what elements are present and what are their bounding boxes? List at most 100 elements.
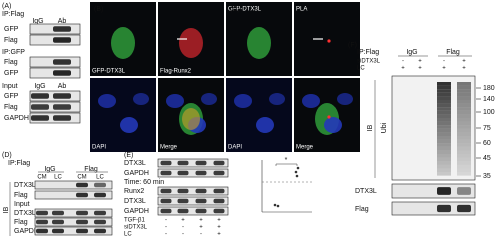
smear (457, 157, 471, 162)
smear (457, 114, 471, 118)
band (177, 188, 189, 194)
micrograph (226, 78, 292, 152)
channel-label: GFP-DTX3L (92, 69, 126, 75)
band (76, 192, 88, 198)
label: IgG (406, 49, 417, 56)
band (213, 160, 225, 166)
band (177, 170, 189, 176)
band (94, 192, 106, 198)
label: IP:Flag (8, 160, 30, 167)
marker-label: 35 (483, 173, 491, 180)
label: Flag (84, 166, 98, 173)
band (53, 37, 71, 43)
nucleus (234, 94, 252, 108)
band (437, 187, 451, 195)
smear (457, 121, 471, 126)
band (160, 208, 172, 214)
band (31, 93, 49, 99)
label: - (200, 232, 202, 238)
band (53, 115, 71, 121)
pla-dot (327, 39, 331, 43)
band (94, 219, 106, 225)
label: Time: 60 min (124, 179, 164, 186)
band (213, 208, 225, 214)
label: + (199, 225, 203, 231)
blot-ubi (391, 75, 476, 181)
marker-label: 75 (483, 125, 491, 132)
smear (457, 103, 471, 108)
nucleus (269, 93, 285, 105)
smear (437, 110, 451, 115)
label: Flag (4, 59, 18, 66)
smear (437, 146, 451, 151)
band (195, 188, 207, 194)
smear (437, 103, 451, 108)
band (94, 210, 106, 216)
smear (457, 107, 471, 111)
channel-label: GFP-DTX3L (228, 7, 262, 13)
label: IgG (44, 166, 55, 173)
band (457, 204, 471, 213)
label: + (462, 59, 466, 65)
band (52, 228, 64, 234)
band (94, 182, 106, 188)
label: Flag (14, 219, 28, 226)
smear (437, 118, 451, 122)
point (295, 174, 299, 178)
label: GFP (4, 93, 19, 100)
smear (437, 154, 451, 158)
blot-strip (34, 180, 113, 190)
label: IP:GFP (2, 49, 25, 56)
label: IP:Flag (2, 11, 24, 18)
channel-label: DAPI (92, 145, 106, 151)
point (273, 203, 277, 207)
label: siDTX3L (124, 225, 148, 231)
smear (437, 168, 451, 172)
marker-label: 180 (483, 85, 495, 92)
label: Input (14, 201, 30, 208)
label: Flag (4, 37, 18, 44)
smear (437, 114, 451, 118)
band (160, 170, 172, 176)
band (76, 182, 88, 188)
label: Flag (14, 192, 28, 199)
channel-label: Flag-Runx2 (160, 69, 192, 75)
label: GAPDH (4, 115, 29, 122)
smear (437, 100, 451, 104)
cell-red (179, 28, 203, 58)
label: + (181, 218, 185, 224)
smear (457, 85, 471, 90)
smear (457, 89, 471, 93)
nucleus (120, 117, 138, 133)
smear (457, 125, 471, 129)
band (53, 26, 71, 32)
blot-strip (391, 183, 476, 199)
label: * (285, 157, 288, 164)
label: GAPDH (14, 228, 39, 235)
label: DTX3L (124, 198, 146, 205)
label: TGF-β1 (124, 218, 145, 224)
blot-strip (34, 208, 113, 218)
label: + (217, 218, 221, 224)
label: + (442, 66, 446, 72)
label: DTX3L (355, 188, 377, 195)
smear (437, 92, 451, 97)
band (31, 115, 49, 121)
label: DTX3L (14, 210, 36, 217)
label: + (217, 232, 221, 238)
micrograph (294, 2, 360, 76)
smear (457, 110, 471, 115)
blot-strip (157, 186, 229, 196)
label: DTX3L (14, 182, 36, 189)
blot-strip (34, 190, 113, 200)
smear (457, 143, 471, 147)
band (160, 198, 172, 204)
smear (457, 132, 471, 136)
cell-merge (182, 108, 200, 130)
smear (457, 161, 471, 165)
label: + (217, 225, 221, 231)
label: - (182, 232, 184, 238)
point (296, 166, 300, 170)
pla-dot (327, 115, 331, 119)
label: LC (54, 175, 62, 181)
